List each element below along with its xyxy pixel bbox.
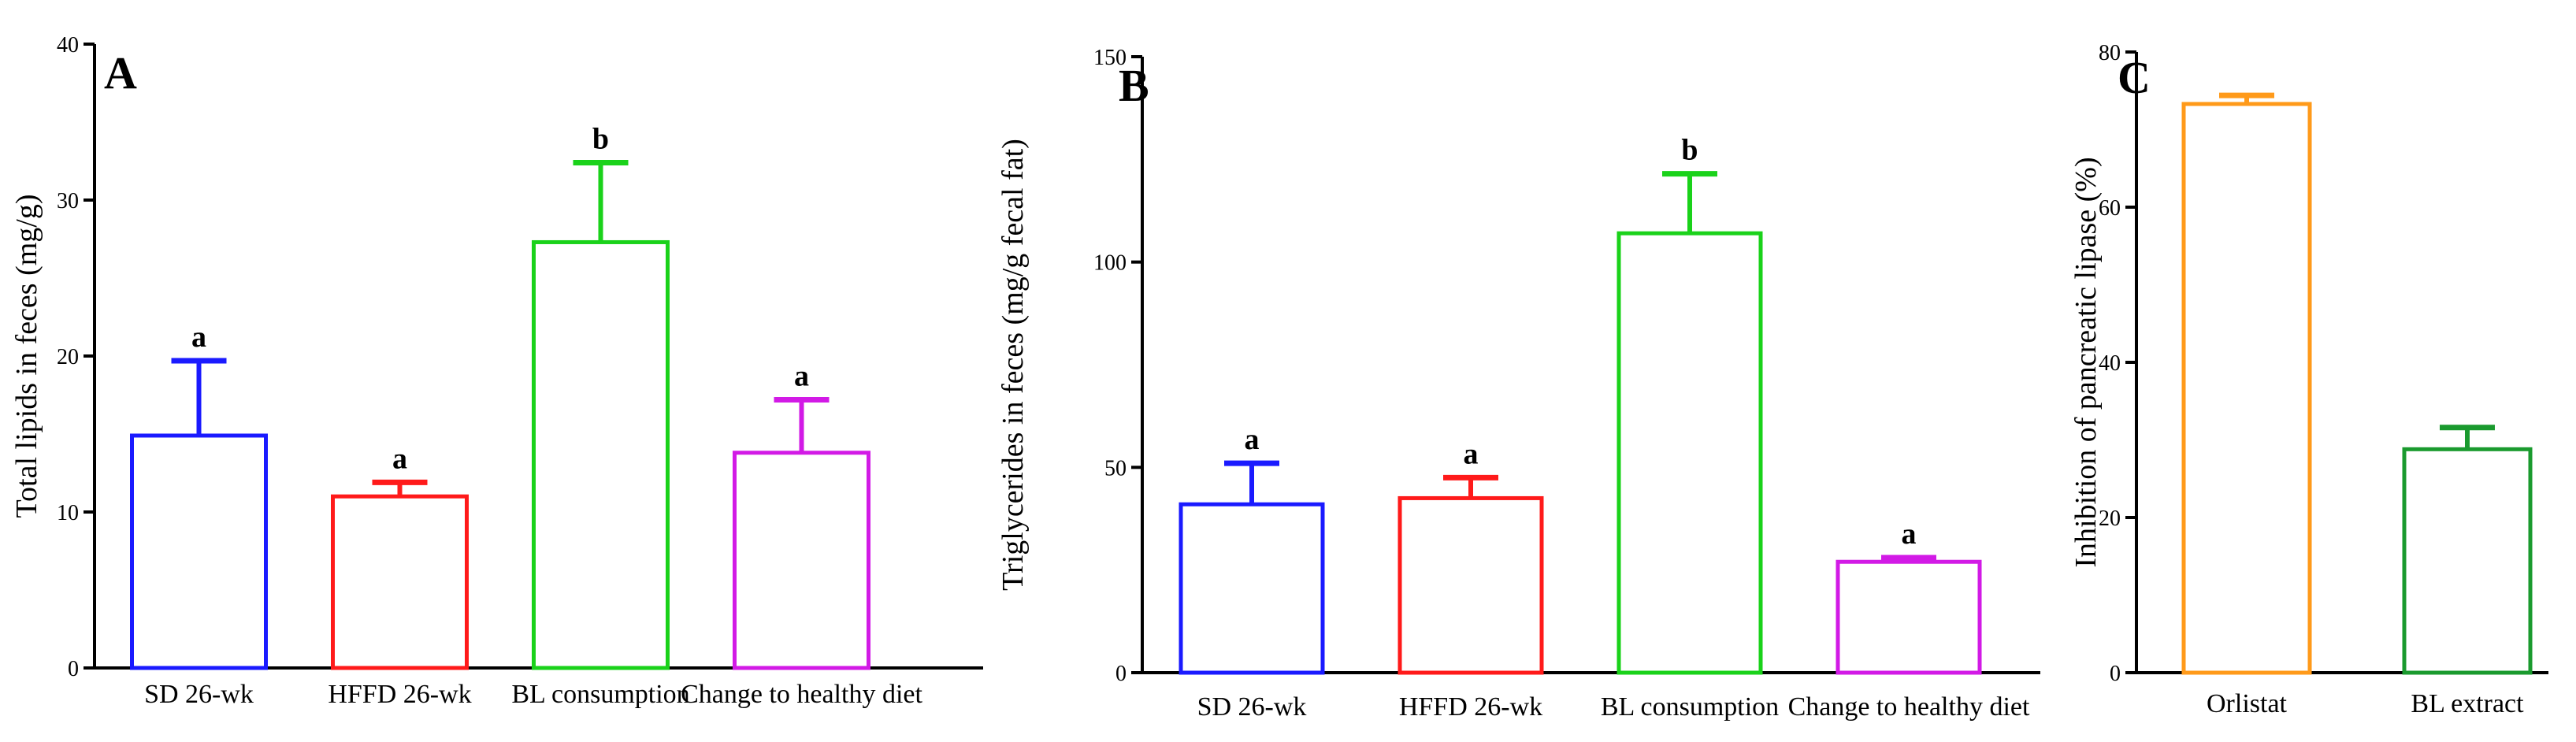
- panel-b-bar: [1397, 495, 1544, 675]
- panel-c-bar: [2402, 447, 2533, 675]
- panel-a-category-label: Change to healthy diet: [681, 680, 922, 709]
- panel-a-y-tick-label: 40: [57, 33, 79, 58]
- panel-a-bar: [331, 494, 469, 670]
- panel-b-bar: [1835, 559, 1982, 675]
- panel-c-y-tick-label: 40: [2099, 351, 2121, 376]
- panel-b-category-label: SD 26-wk: [1197, 692, 1307, 722]
- panel-b-y-tick-label: 100: [1093, 251, 1127, 276]
- panel-b-y-tick-label: 0: [1115, 662, 1127, 686]
- panel-b-bar: [1616, 231, 1763, 675]
- panel-c-y-tick-label: 0: [2110, 662, 2121, 686]
- panel-b-significance-label: a: [1902, 518, 1917, 551]
- panel-c-y-tick-label: 20: [2099, 506, 2121, 531]
- panel-a-bar: [733, 451, 870, 670]
- panel-b-significance-label: b: [1681, 134, 1698, 167]
- panel-a-y-axis-title: Total lipids in feces (mg/g): [10, 194, 43, 518]
- panel-a-significance-label: a: [392, 442, 407, 475]
- panel-c-y-tick-label: 80: [2099, 41, 2121, 65]
- panel-b-category-label: BL consumption: [1601, 692, 1779, 722]
- panel-a-y-tick-label: 20: [57, 345, 79, 369]
- panel-a-category-label: BL consumption: [511, 680, 689, 709]
- panel-c-bar: [2181, 102, 2312, 675]
- panel-c-y-tick-label: 60: [2099, 196, 2121, 221]
- panel-b-y-tick-label: 50: [1104, 456, 1127, 480]
- panel-a-y-tick-label: 0: [68, 657, 79, 681]
- panel-a-significance-label: a: [794, 359, 809, 392]
- panel-a-category-label: HFFD 26-wk: [328, 680, 471, 709]
- panel-b-category-label: HFFD 26-wk: [1399, 692, 1542, 722]
- panel-a-significance-label: b: [592, 122, 609, 155]
- panel-b-significance-label: a: [1464, 437, 1479, 470]
- panel-b-category-label: Change to healthy diet: [1788, 692, 2030, 722]
- panel-c-y-axis-title: Inhibition of pancreatic lipase (%): [2069, 157, 2103, 567]
- panel-c-letter: C: [2118, 52, 2151, 103]
- panel-a-bar: [532, 239, 670, 670]
- panel-b-bar: [1179, 502, 1325, 675]
- panel-a-category-label: SD 26-wk: [144, 680, 254, 709]
- panel-b-y-axis-title: Triglycerides in feces (mg/g fecal fat): [997, 139, 1030, 591]
- panel-b-letter: B: [1119, 60, 1149, 111]
- panel-a-letter: A: [104, 47, 137, 98]
- panel-a-y-tick-label: 30: [57, 189, 79, 213]
- panel-c-category-label: Orlistat: [2207, 689, 2288, 718]
- panel-a-y-tick-label: 10: [57, 501, 79, 525]
- panel-b-y-tick-label: 150: [1093, 46, 1127, 70]
- panel-a-bar: [130, 433, 268, 670]
- panel-b-significance-label: a: [1245, 423, 1260, 456]
- panel-c-category-label: BL extract: [2411, 689, 2524, 718]
- panel-a-significance-label: a: [191, 321, 206, 354]
